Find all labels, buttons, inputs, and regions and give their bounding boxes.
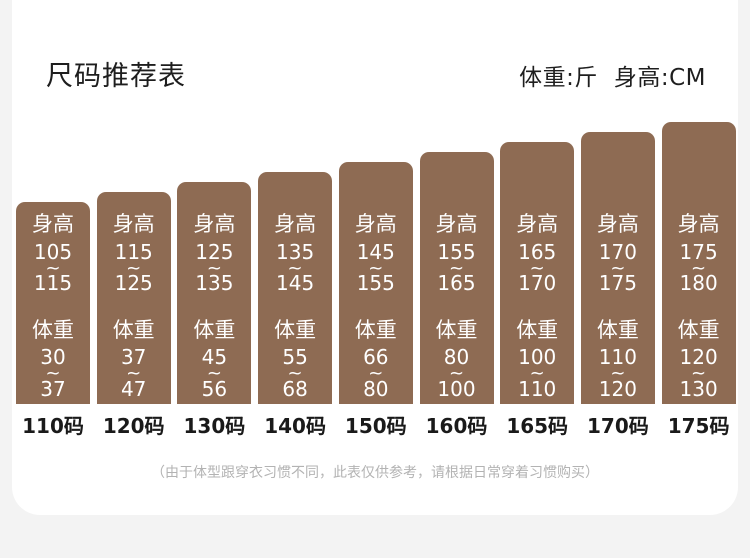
range-tilde: ~ — [691, 363, 707, 384]
height-label: 身高 — [596, 212, 639, 236]
height-label: 身高 — [274, 212, 317, 236]
range-tilde: ~ — [126, 258, 142, 279]
weight-label: 体重 — [596, 318, 639, 342]
height-min-value: 175 — [679, 240, 718, 264]
height-max-value: 180 — [679, 271, 718, 295]
range-tilde: ~ — [45, 258, 61, 279]
weight-max-value: 100 — [437, 377, 476, 401]
height-max-value: 135 — [195, 271, 234, 295]
range-tilde: ~ — [206, 258, 222, 279]
height-label: 身高 — [193, 212, 236, 236]
size-label: 130码 — [183, 414, 246, 438]
weight-label: 体重 — [516, 318, 559, 342]
weight-label: 体重 — [435, 318, 478, 342]
weight-min-value: 30 — [40, 345, 66, 369]
size-column: 身高 125 ~135 体重 45 ~56 — [177, 182, 252, 404]
height-max-value: 175 — [598, 271, 637, 295]
size-column: 身高 165 ~170 体重 100 ~110 — [500, 142, 575, 404]
height-label: 身高 — [677, 212, 720, 236]
size-label: 170码 — [587, 414, 649, 438]
height-min-value: 125 — [195, 240, 234, 264]
weight-max-value: 68 — [282, 377, 308, 401]
size-label: 140码 — [264, 414, 326, 438]
range-tilde: ~ — [610, 258, 626, 279]
size-column: 身高 135 ~145 体重 55 ~68 — [258, 172, 333, 404]
height-min-value: 105 — [33, 240, 73, 264]
weight-min-value: 120 — [679, 345, 718, 369]
height-min-value: 165 — [518, 240, 557, 264]
range-tilde: ~ — [448, 363, 465, 384]
height-max-value: 145 — [276, 271, 315, 295]
weight-min-value: 66 — [363, 345, 389, 369]
weight-max-value: 37 — [40, 377, 66, 401]
weight-max-value: 110 — [518, 377, 557, 401]
height-max-value: 115 — [33, 271, 73, 295]
height-label: 身高 — [112, 212, 155, 236]
size-column: 身高 170 ~175 体重 110 ~120 — [580, 132, 655, 404]
range-tilde: ~ — [126, 363, 142, 384]
disclaimer-note: （由于体型跟穿衣习惯不同，此表仅供参考，请根据日常穿着习惯购买） — [151, 465, 599, 481]
size-label: 120码 — [102, 414, 165, 438]
size-label: 110码 — [22, 414, 84, 438]
size-column: 身高 175 ~180 体重 120 ~130 — [661, 122, 736, 404]
weight-label: 体重 — [112, 318, 155, 342]
height-label: 身高 — [435, 212, 478, 236]
height-min-value: 115 — [114, 240, 153, 264]
weight-max-value: 130 — [679, 377, 718, 401]
height-unit-label: 身高:CM — [613, 65, 706, 91]
height-max-value: 155 — [356, 271, 395, 295]
size-column: 身高 105 ~115 体重 30 ~37 — [16, 202, 90, 404]
range-tilde: ~ — [287, 363, 303, 384]
height-max-value: 170 — [518, 271, 557, 295]
size-label: 165码 — [506, 414, 569, 438]
weight-max-value: 47 — [120, 377, 147, 401]
size-column: 身高 145 ~155 体重 66 ~80 — [338, 162, 413, 404]
size-label: 160码 — [425, 414, 488, 438]
range-tilde: ~ — [287, 258, 303, 279]
weight-min-value: 100 — [518, 345, 557, 369]
weight-label: 体重 — [677, 318, 720, 342]
range-tilde: ~ — [610, 363, 626, 384]
height-min-value: 155 — [437, 240, 476, 264]
range-tilde: ~ — [368, 363, 384, 384]
size-column: 身高 155 ~165 体重 80 ~100 — [419, 152, 494, 404]
weight-label: 体重 — [354, 318, 397, 342]
weight-label: 体重 — [274, 318, 317, 342]
height-label: 身高 — [32, 212, 74, 236]
size-column: 身高 115 ~125 体重 37 ~47 — [96, 192, 171, 404]
weight-label: 体重 — [193, 318, 236, 342]
height-min-value: 170 — [598, 240, 637, 264]
weight-max-value: 56 — [201, 377, 228, 401]
range-tilde: ~ — [691, 258, 707, 279]
weight-min-value: 37 — [120, 345, 147, 369]
page-title: 尺码推荐表 — [46, 61, 186, 92]
size-label: 150码 — [344, 414, 407, 438]
range-tilde: ~ — [448, 258, 465, 279]
weight-min-value: 55 — [282, 345, 308, 369]
range-tilde: ~ — [368, 258, 384, 279]
weight-min-value: 45 — [201, 345, 228, 369]
range-tilde: ~ — [529, 363, 545, 384]
range-tilde: ~ — [206, 363, 222, 384]
weight-min-value: 110 — [598, 345, 637, 369]
weight-max-value: 80 — [363, 377, 389, 401]
weight-min-value: 80 — [443, 345, 470, 369]
height-label: 身高 — [354, 212, 397, 236]
height-min-value: 145 — [356, 240, 395, 264]
weight-label: 体重 — [32, 318, 74, 342]
height-max-value: 165 — [437, 271, 476, 295]
height-label: 身高 — [516, 212, 559, 236]
range-tilde: ~ — [529, 258, 545, 279]
unit-legend: 体重:斤 身高:CM — [519, 58, 706, 92]
range-tilde: ~ — [45, 363, 61, 384]
size-label: 175码 — [667, 414, 730, 438]
weight-unit-label: 体重:斤 — [519, 65, 598, 91]
weight-max-value: 120 — [598, 377, 637, 401]
height-min-value: 135 — [276, 240, 315, 264]
height-max-value: 125 — [114, 271, 153, 295]
